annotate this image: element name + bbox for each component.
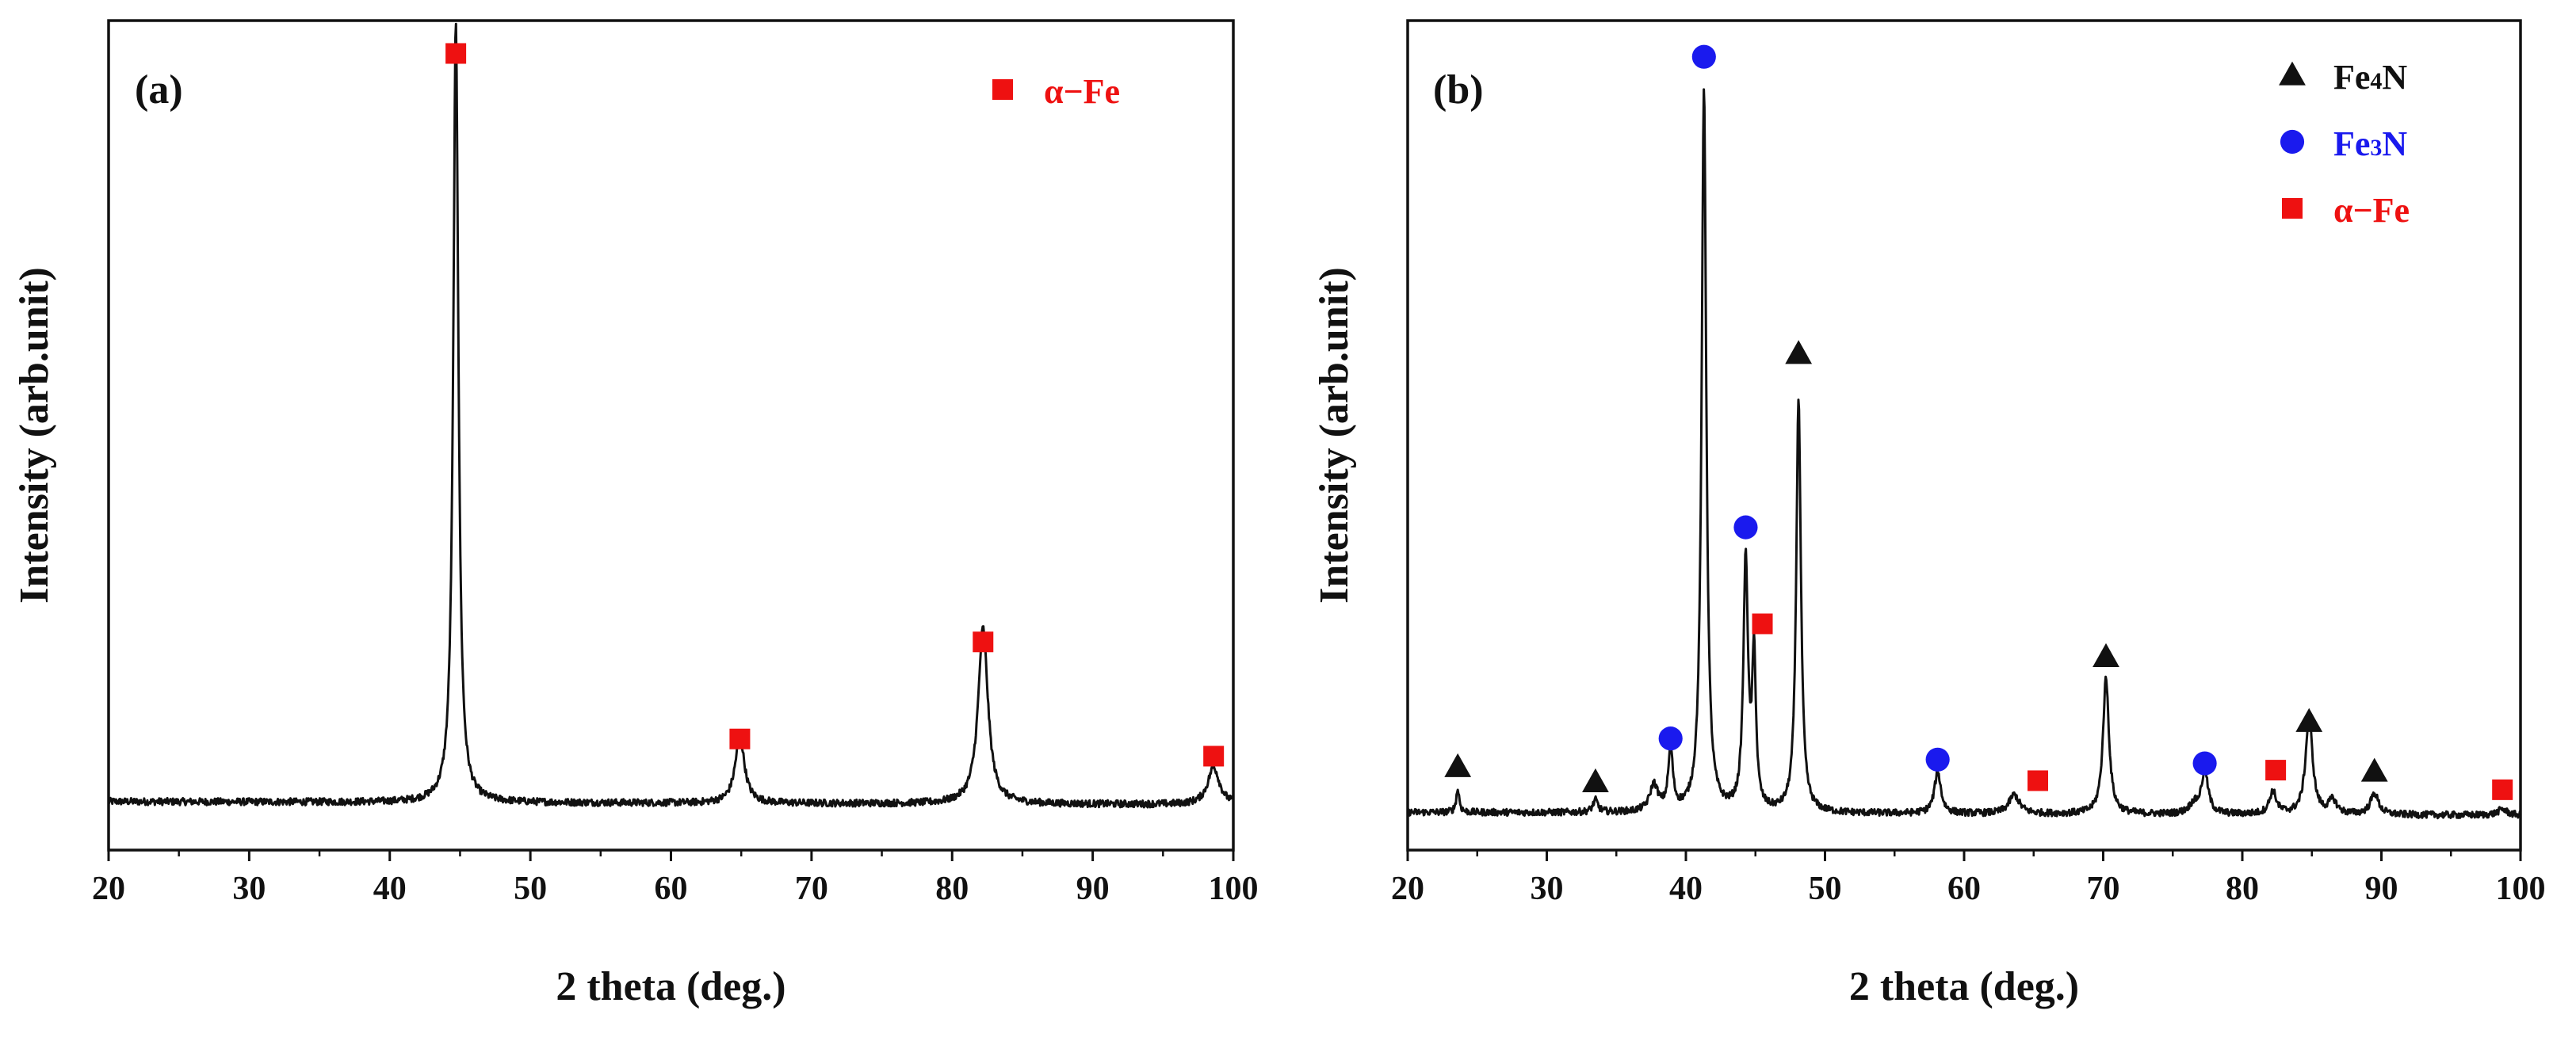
x-tick-label: 70 (795, 871, 828, 907)
x-axis-title: 2 theta (deg.) (1849, 964, 2079, 1009)
fe4n-marker (1582, 768, 1609, 792)
legend-label-tail: N (2382, 124, 2407, 163)
legend-label-subscript: 3 (2370, 135, 2382, 161)
legend-alpha-fe-marker (2282, 198, 2303, 219)
alpha-fe-marker (1752, 613, 1773, 635)
fe4n-marker (1785, 340, 1813, 364)
x-axis-title: 2 theta (deg.) (556, 964, 785, 1009)
legend-label: Fe3N (2333, 124, 2407, 163)
fe4n-marker (2093, 643, 2119, 667)
x-tick-label: 60 (655, 871, 688, 907)
x-tick-label: 90 (1076, 871, 1110, 907)
x-tick-label: 30 (1531, 871, 1564, 907)
legend-label-main: α−Fe (2333, 191, 2410, 230)
x-tick-label: 90 (2365, 871, 2398, 907)
fe4n-marker (1444, 753, 1472, 777)
x-tick-label: 50 (1809, 871, 1842, 907)
fe4n-marker (2295, 707, 2323, 732)
xrd-pattern-line (107, 22, 1235, 809)
panel-label: (b) (1433, 67, 1484, 112)
x-tick-label: 50 (514, 871, 547, 907)
legend-alpha-fe-marker (992, 79, 1013, 100)
x-tick-label: 100 (2496, 871, 2546, 907)
x-tick-label: 30 (232, 871, 266, 907)
legend-fe4n-marker (2279, 61, 2306, 86)
x-tick-label: 40 (373, 871, 407, 907)
x-tick-label: 80 (2226, 871, 2259, 907)
x-tick-label: 20 (1391, 871, 1424, 907)
x-tick-label: 100 (1209, 871, 1259, 907)
alpha-fe-marker (2492, 779, 2513, 800)
alpha-fe-marker (445, 43, 467, 64)
x-tick-label: 70 (2087, 871, 2120, 907)
x-tick-label: 60 (1947, 871, 1981, 907)
xrd-pattern-line (1406, 88, 2522, 820)
alpha-fe-marker (2028, 770, 2049, 791)
legend-label-main: Fe (2333, 58, 2370, 97)
legend-label: α−Fe (2333, 191, 2410, 230)
fe3n-marker (1733, 515, 1758, 540)
fe3n-marker (1658, 726, 1683, 751)
fe4n-marker (2360, 757, 2388, 782)
legend-fe3n-marker (2280, 129, 2305, 154)
alpha-fe-marker (729, 728, 751, 749)
alpha-fe-marker (973, 631, 994, 653)
legend-label-tail: N (2382, 58, 2407, 97)
legend-label: α−Fe (1044, 72, 1120, 111)
y-axis-title: Intensity (arb.unit) (12, 267, 57, 604)
x-tick-label: 20 (92, 871, 125, 907)
y-axis-title: Intensity (arb.unit) (1312, 267, 1357, 604)
fe3n-marker (1925, 747, 1950, 772)
fe3n-marker (2192, 751, 2217, 776)
x-tick-label: 40 (1669, 871, 1703, 907)
legend-label-subscript: 4 (2370, 68, 2382, 94)
alpha-fe-marker (2265, 760, 2287, 781)
panel-a-chart: 20 30 40 50 60 70 80 90 100 2 theta (deg.) Intensi… (12, 19, 1259, 1009)
panel-label: (a) (135, 67, 183, 112)
legend-label: Fe4N (2333, 58, 2407, 97)
panel-b-chart: 20 30 40 50 60 70 80 90 100 2 theta (deg.) Intensi… (1312, 19, 2546, 1009)
alpha-fe-marker (1203, 745, 1225, 767)
legend-label-main: Fe (2333, 124, 2370, 163)
x-tick-label: 80 (935, 871, 969, 907)
fe3n-marker (1691, 44, 1716, 69)
